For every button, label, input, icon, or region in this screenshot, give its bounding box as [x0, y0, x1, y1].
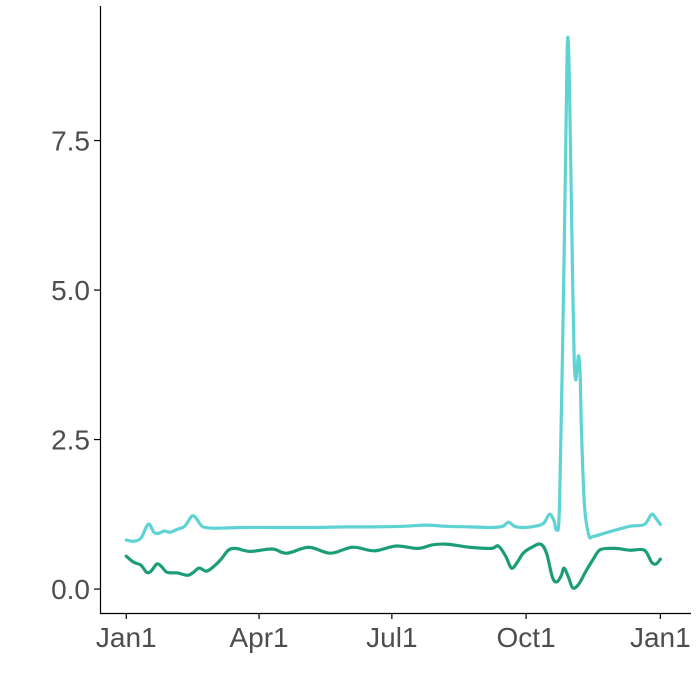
- y-tick-label: 0.0: [51, 574, 90, 605]
- x-axis-ticks: Jan1 Apr1 Jul1 Oct1 Jan1: [96, 613, 691, 653]
- y-tick-label: 5.0: [51, 275, 90, 306]
- x-tick-label: Jan1: [630, 622, 691, 653]
- y-axis-ticks: 0.0 2.5 5.0 7.5: [51, 126, 100, 605]
- y-tick-label: 2.5: [51, 425, 90, 456]
- series-layer: [124, 35, 662, 590]
- x-tick-label: Oct1: [497, 622, 556, 653]
- x-tick-label: Jan1: [96, 622, 157, 653]
- series-line-2: [124, 542, 662, 590]
- x-tick-label: Apr1: [229, 622, 288, 653]
- series-line-1: [124, 35, 662, 543]
- y-tick-label: 7.5: [51, 126, 90, 157]
- x-tick-label: Jul1: [366, 622, 417, 653]
